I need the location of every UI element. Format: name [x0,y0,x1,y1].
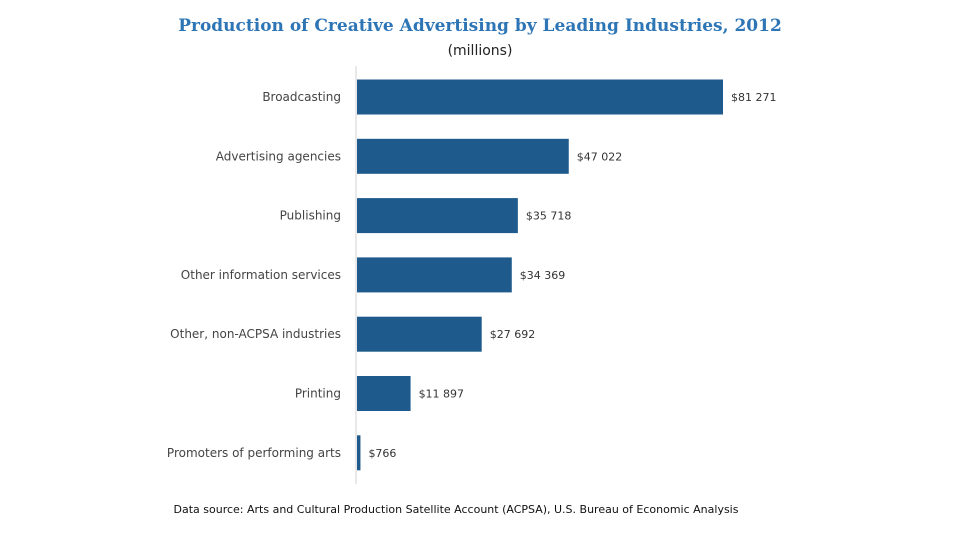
value-label-2: $35 718 [526,210,572,223]
category-label-4: Other, non-ACPSA industries [170,327,341,341]
bar-1 [357,138,569,174]
bar-6 [357,435,361,471]
category-label-5: Printing [295,387,341,401]
category-label-1: Advertising agencies [216,149,341,163]
bar-3 [357,257,512,293]
category-label-2: Publishing [280,209,341,223]
bars-layer: Broadcasting $81 271 Advertising agencies $… [167,79,777,471]
category-label-3: Other information services [181,268,341,282]
bar-5 [357,376,411,411]
bar-4 [357,316,482,352]
bar-0 [357,79,723,115]
value-label-6: $766 [368,447,396,460]
value-label-1: $47 022 [577,150,623,163]
value-label-4: $27 692 [490,328,536,341]
chart-subtitle: (millions) [447,43,513,59]
value-label-3: $34 369 [520,269,566,282]
category-label-6: Promoters of performing arts [167,446,341,460]
bar-2 [357,198,518,234]
category-label-0: Broadcasting [262,90,341,104]
chart-title: Production of Creative Advertising by Le… [178,16,782,36]
value-label-0: $81 271 [731,91,777,104]
source-note: Data source: Arts and Cultural Productio… [173,503,739,516]
value-label-5: $11 897 [419,388,465,401]
